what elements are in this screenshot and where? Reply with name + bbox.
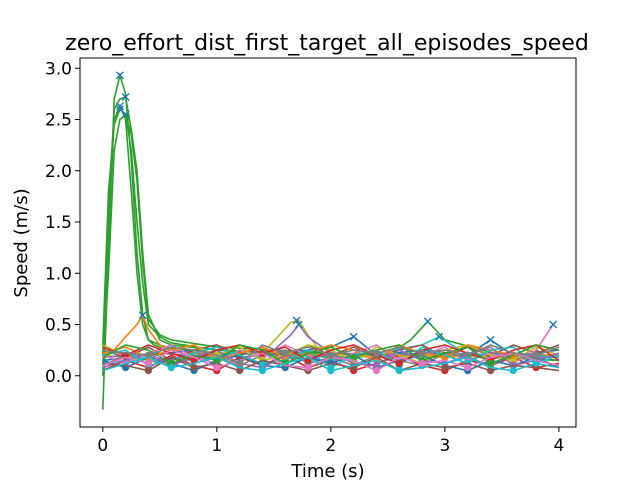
peak-marker-stroke xyxy=(349,332,358,341)
min-marker xyxy=(327,367,335,375)
peak-marker xyxy=(138,311,147,320)
peak-marker xyxy=(349,332,358,341)
min-marker xyxy=(190,363,198,372)
min-marker xyxy=(281,349,289,357)
min-marker xyxy=(486,359,495,368)
min-marker xyxy=(418,359,426,368)
min-marker xyxy=(509,356,517,364)
min-marker xyxy=(350,353,358,361)
peak-marker xyxy=(486,335,495,344)
y-tick-label: 1.0 xyxy=(45,264,72,284)
min-marker xyxy=(532,351,540,359)
peak-marker-stroke xyxy=(486,335,495,344)
min-marker xyxy=(418,349,426,357)
y-tick-label: 2.0 xyxy=(45,162,72,182)
x-tick-label: 0 xyxy=(97,436,108,456)
series-line xyxy=(102,112,559,366)
x-tick-label: 1 xyxy=(211,436,222,456)
min-marker xyxy=(236,359,244,368)
y-tick-label: 1.5 xyxy=(45,213,72,233)
y-axis-label: Speed (m/s) xyxy=(11,188,32,297)
x-tick-label: 4 xyxy=(553,436,564,456)
x-tick-label: 2 xyxy=(325,436,336,456)
series-line xyxy=(102,344,560,365)
peak-marker-stroke xyxy=(138,311,147,320)
min-marker xyxy=(486,367,495,375)
y-tick-label: 2.5 xyxy=(45,111,72,131)
peak-marker-stroke xyxy=(294,320,303,329)
min-marker xyxy=(167,363,175,372)
series-layer xyxy=(102,71,560,410)
x-axis-label: Time (s) xyxy=(290,461,364,480)
peak-marker xyxy=(121,92,130,101)
series-line xyxy=(102,107,559,362)
peak-marker xyxy=(549,320,558,329)
y-axis: 0.0 0.5 1.0 1.5 2.0 2.5 3.0 xyxy=(45,59,80,387)
peak-marker-stroke xyxy=(549,320,558,329)
min-marker xyxy=(144,367,153,375)
min-marker xyxy=(372,361,381,370)
min-marker xyxy=(213,363,221,372)
peak-marker-stroke xyxy=(292,316,301,325)
x-tick-label: 3 xyxy=(439,436,450,456)
chart-title: zero_effort_dist_first_target_all_episod… xyxy=(65,31,589,56)
min-marker xyxy=(372,349,381,357)
peak-marker-stroke xyxy=(115,105,124,114)
peak-marker-stroke xyxy=(115,71,124,80)
min-marker xyxy=(509,367,517,375)
peak-marker xyxy=(423,317,432,326)
peak-marker-stroke xyxy=(115,102,124,111)
series-line xyxy=(102,104,559,376)
min-marker xyxy=(304,363,312,372)
peak-marker xyxy=(115,71,124,80)
min-marker xyxy=(327,351,335,359)
y-tick-label: 0.5 xyxy=(45,316,72,336)
y-tick-label: 0.0 xyxy=(45,367,72,387)
min-marker xyxy=(395,359,403,368)
min-marker xyxy=(395,367,403,375)
peak-marker xyxy=(292,316,301,325)
min-marker xyxy=(144,359,153,368)
plot-area xyxy=(79,57,577,428)
peak-marker-stroke xyxy=(423,317,432,326)
min-marker xyxy=(441,363,449,372)
axes-frame xyxy=(79,57,577,428)
min-marker xyxy=(464,363,472,372)
min-marker xyxy=(372,367,381,375)
y-tick-label: 3.0 xyxy=(45,59,72,79)
x-axis: 0 1 2 3 4 xyxy=(97,427,564,456)
min-marker xyxy=(236,367,244,375)
peak-marker-stroke xyxy=(435,332,444,341)
peak-marker-stroke xyxy=(121,110,130,119)
peak-marker xyxy=(121,110,130,119)
peak-marker xyxy=(294,320,303,329)
peak-marker-stroke xyxy=(121,92,130,101)
min-marker xyxy=(258,367,267,375)
series-line xyxy=(102,95,559,359)
peak-marker xyxy=(435,332,444,341)
